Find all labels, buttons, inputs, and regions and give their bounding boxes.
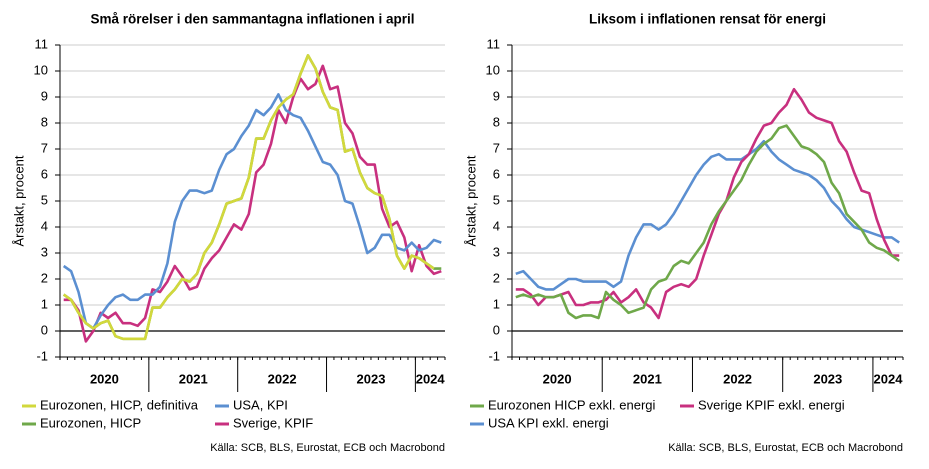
legend-label: Eurozonen, HICP, definitiva — [40, 397, 199, 412]
legend-label: Eurozonen HICP exkl. energi — [488, 397, 656, 412]
y-tick-label: -1 — [36, 348, 48, 363]
x-tick-label: 2023 — [813, 371, 842, 386]
x-tick-label: 2020 — [543, 371, 572, 386]
legend-label: USA, KPI — [233, 397, 288, 412]
legend-label: USA KPI exkl. energi — [488, 415, 609, 430]
series-line — [63, 64, 442, 343]
y-tick-label: 1 — [41, 296, 48, 311]
y-tick-label: 10 — [486, 62, 500, 77]
chart-title: Små rörelser i den sammantagna inflation… — [90, 12, 414, 27]
y-tick-label: 6 — [493, 166, 500, 181]
y-tick-label: 10 — [34, 62, 48, 77]
x-tick-label: 2021 — [179, 371, 208, 386]
series-line — [62, 93, 442, 330]
legend-label: Sverige KPIF exkl. energi — [698, 397, 845, 412]
series-line — [62, 54, 435, 341]
source-note: Källa: SCB, BLS, Eurostat, ECB och Macro… — [668, 442, 903, 454]
y-tick-label: 2 — [493, 270, 500, 285]
y-tick-label: 5 — [41, 192, 48, 207]
y-axis-label: Årstakt, procent — [11, 155, 26, 246]
y-tick-label: 4 — [493, 218, 500, 233]
y-tick-label: 9 — [493, 88, 500, 103]
y-tick-label: 3 — [493, 244, 500, 259]
source-note: Källa: SCB, BLS, Eurostat, ECB och Macro… — [210, 442, 445, 454]
x-tick-label: 2020 — [90, 371, 119, 386]
series-line — [515, 87, 900, 320]
x-tick-label: 2021 — [633, 371, 662, 386]
legend-label: Eurozonen, HICP — [40, 415, 141, 430]
x-tick-label: 2024 — [416, 371, 446, 386]
y-tick-label: 5 — [493, 192, 500, 207]
y-tick-label: 6 — [41, 166, 48, 181]
y-axis-label: Årstakt, procent — [463, 155, 478, 246]
y-tick-label: -1 — [488, 348, 500, 363]
y-tick-label: 7 — [493, 140, 500, 155]
y-tick-label: 7 — [41, 140, 48, 155]
chart-title: Liksom i inflationen rensat för energi — [589, 12, 826, 27]
y-tick-label: 11 — [487, 36, 501, 51]
x-tick-label: 2022 — [268, 371, 297, 386]
x-tick-label: 2022 — [723, 371, 752, 386]
y-tick-label: 11 — [35, 36, 49, 51]
y-tick-label: 0 — [41, 322, 48, 337]
series-line — [515, 139, 900, 291]
series-line — [515, 124, 900, 320]
y-tick-label: 4 — [41, 218, 48, 233]
y-tick-label: 0 — [493, 322, 500, 337]
y-tick-label: 9 — [41, 88, 48, 103]
y-tick-label: 1 — [493, 296, 500, 311]
x-tick-label: 2024 — [874, 371, 904, 386]
y-tick-label: 3 — [41, 244, 48, 259]
y-tick-label: 2 — [41, 270, 48, 285]
y-tick-label: 8 — [493, 114, 500, 129]
x-tick-label: 2023 — [357, 371, 386, 386]
legend-label: Sverige, KPIF — [233, 415, 313, 430]
y-tick-label: 8 — [41, 114, 48, 129]
